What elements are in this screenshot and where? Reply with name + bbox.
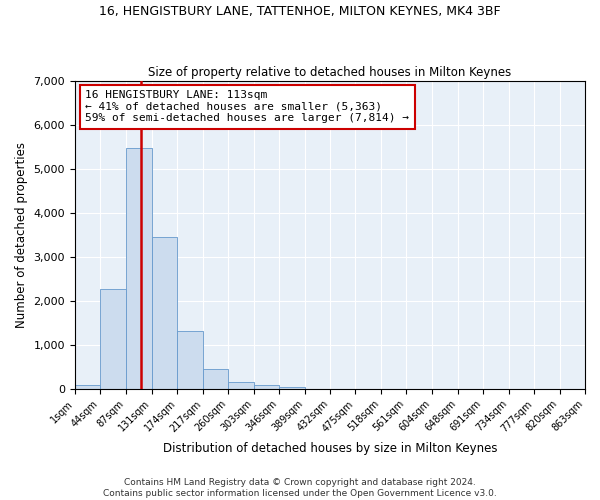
Title: Size of property relative to detached houses in Milton Keynes: Size of property relative to detached ho… [148, 66, 512, 78]
Bar [100, 288, 126, 389]
Text: Contains HM Land Registry data © Crown copyright and database right 2024.
Contai: Contains HM Land Registry data © Crown c… [103, 478, 497, 498]
Text: 16, HENGISTBURY LANE, TATTENHOE, MILTON KEYNES, MK4 3BF: 16, HENGISTBURY LANE, TATTENHOE, MILTON … [99, 5, 501, 18]
Bar [126, 148, 152, 389]
Bar [152, 237, 177, 389]
Bar [177, 332, 203, 389]
Bar [279, 387, 305, 389]
Bar [254, 385, 279, 389]
X-axis label: Distribution of detached houses by size in Milton Keynes: Distribution of detached houses by size … [163, 442, 497, 455]
Bar [75, 386, 100, 389]
Text: 16 HENGISTBURY LANE: 113sqm
← 41% of detached houses are smaller (5,363)
59% of : 16 HENGISTBURY LANE: 113sqm ← 41% of det… [85, 90, 409, 124]
Y-axis label: Number of detached properties: Number of detached properties [15, 142, 28, 328]
Bar [228, 382, 254, 389]
Bar [203, 368, 228, 389]
